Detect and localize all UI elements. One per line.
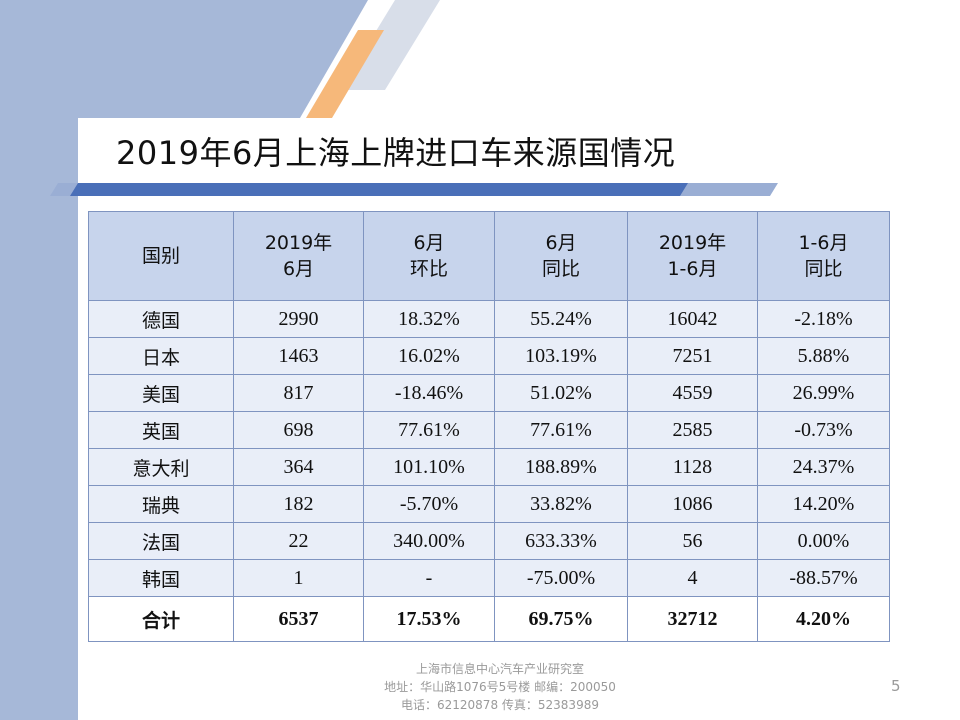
value-cell: 103.19% <box>494 337 628 375</box>
country-cell: 美国 <box>88 374 234 412</box>
table-row: 韩国 1- -75.00% 4 -88.57% <box>88 559 890 597</box>
total-value-cell: 69.75% <box>494 596 628 642</box>
value-cell: 698 <box>233 411 364 449</box>
column-header: 6月环比 <box>363 211 495 301</box>
import-source-table: 国别 2019年 6月 6月 环比 6月 同比 2019年 1-6月 1-6月 同比 德国 2990 1… <box>88 211 890 642</box>
total-value-cell: 32712 <box>627 596 758 642</box>
slide-title: 2019年6月上海上牌进口车来源国情况 <box>116 134 676 172</box>
value-cell: 101.10% <box>363 448 495 486</box>
value-cell: -0.73% <box>757 411 890 449</box>
country-cell: 法国 <box>88 522 234 560</box>
country-cell: 意大利 <box>88 448 234 486</box>
column-header: 2019年 1-6月 <box>627 211 758 301</box>
footer-contact: 电话：62120878 传真：52383989 <box>401 698 599 712</box>
table-row: 日本 1463 16.02% 103.19% 7251 5.88% <box>88 337 890 375</box>
value-cell: 1 <box>233 559 364 597</box>
table-row: 意大利 364 101.10% 188.89% 1128 24.37% <box>88 448 890 486</box>
value-cell: 1086 <box>627 485 758 523</box>
value-cell: 817 <box>233 374 364 412</box>
table-row: 英国 698 77.61% 77.61% 2585 -0.73% <box>88 411 890 449</box>
value-cell: 56 <box>627 522 758 560</box>
value-cell: -18.46% <box>363 374 495 412</box>
table-header: 国别 2019年 6月 6月 环比 6月 同比 2019年 1-6月 1-6月 同比 <box>88 211 890 301</box>
value-cell: 182 <box>233 485 364 523</box>
value-cell: 1128 <box>627 448 758 486</box>
column-header-line: 环比 <box>409 258 448 280</box>
value-cell: 364 <box>233 448 364 486</box>
value-cell: 77.61% <box>494 411 628 449</box>
table-row: 美国 817 -18.46% 51.02% 4559 26.99% <box>88 374 890 412</box>
column-header-line: 6月 <box>282 258 315 280</box>
column-header-line: 6月 <box>545 232 577 254</box>
value-cell: 188.89% <box>494 448 628 486</box>
table-row: 德国 2990 18.32% 55.24% 16042 -2.18% <box>88 300 890 338</box>
value-cell: 16.02% <box>363 337 495 375</box>
value-cell: 14.20% <box>757 485 890 523</box>
total-value-cell: 4.20% <box>757 596 890 642</box>
value-cell: 26.99% <box>757 374 890 412</box>
value-cell: 55.24% <box>494 300 628 338</box>
value-cell: 2990 <box>233 300 364 338</box>
column-header-line: 2019年 <box>658 232 727 254</box>
table-row: 法国 22 340.00% 633.33% 56 0.00% <box>88 522 890 560</box>
total-row: 合计 6537 17.53% 69.75% 32712 4.20% <box>88 596 890 642</box>
value-cell: 1463 <box>233 337 364 375</box>
total-value-cell: 6537 <box>233 596 364 642</box>
value-cell: 33.82% <box>494 485 628 523</box>
header-row: 国别 2019年 6月 6月 环比 6月 同比 2019年 1-6月 1-6月 同比 <box>88 211 890 301</box>
value-cell: 7251 <box>627 337 758 375</box>
country-cell: 英国 <box>88 411 234 449</box>
country-cell: 瑞典 <box>88 485 234 523</box>
footer-org: 上海市信息中心汽车产业研究室 <box>415 662 584 676</box>
value-cell: 77.61% <box>363 411 495 449</box>
footer-address: 地址：华山路1076号5号楼 邮编：200050 <box>384 680 616 694</box>
value-cell: 633.33% <box>494 522 628 560</box>
value-cell: - <box>363 559 495 597</box>
column-header-line: 2019年 <box>264 232 333 254</box>
value-cell: 4 <box>627 559 758 597</box>
column-header-line: 同比 <box>804 258 843 280</box>
value-cell: 5.88% <box>757 337 890 375</box>
column-header-line: 6月 <box>413 232 445 254</box>
value-cell: -5.70% <box>363 485 495 523</box>
column-header-line: 国别 <box>141 245 180 267</box>
value-cell: -2.18% <box>757 300 890 338</box>
column-header: 6月同比 <box>494 211 628 301</box>
value-cell: 0.00% <box>757 522 890 560</box>
country-cell: 德国 <box>88 300 234 338</box>
value-cell: 51.02% <box>494 374 628 412</box>
value-cell: 4559 <box>627 374 758 412</box>
column-header-line: 同比 <box>541 258 580 280</box>
total-label-cell: 合计 <box>88 596 234 642</box>
column-header: 2019年 6月 <box>233 211 364 301</box>
footer: 上海市信息中心汽车产业研究室 地址：华山路1076号5号楼 邮编：200050 … <box>0 660 960 714</box>
value-cell: 2585 <box>627 411 758 449</box>
value-cell: 340.00% <box>363 522 495 560</box>
page-number: 5 <box>891 677 901 695</box>
table-body: 德国 2990 18.32% 55.24% 16042 -2.18% 日本 1463 16.02… <box>88 300 890 642</box>
value-cell: 18.32% <box>363 300 495 338</box>
country-cell: 韩国 <box>88 559 234 597</box>
table-row: 瑞典 182 -5.70% 33.82% 1086 14.20% <box>88 485 890 523</box>
total-value-cell: 17.53% <box>363 596 495 642</box>
value-cell: 24.37% <box>757 448 890 486</box>
value-cell: -75.00% <box>494 559 628 597</box>
column-header: 1-6月同比 <box>757 211 890 301</box>
value-cell: -88.57% <box>757 559 890 597</box>
column-header-line: 1-6月 <box>798 232 849 254</box>
value-cell: 22 <box>233 522 364 560</box>
column-header-line: 1-6月 <box>667 258 718 280</box>
value-cell: 16042 <box>627 300 758 338</box>
column-header: 国别 <box>88 211 234 301</box>
country-cell: 日本 <box>88 337 234 375</box>
